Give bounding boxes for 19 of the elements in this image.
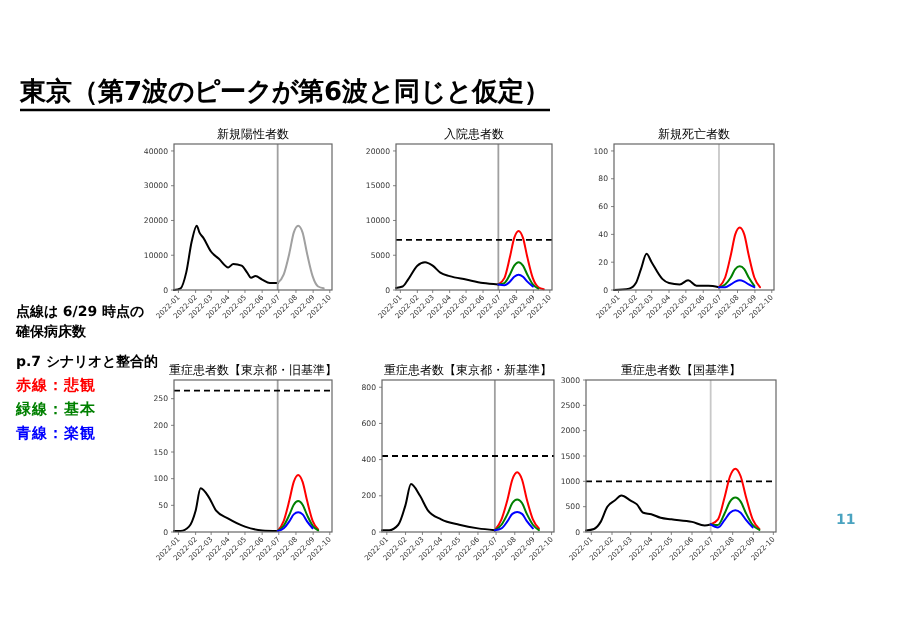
line-series	[276, 473, 320, 532]
line-series	[709, 509, 754, 529]
line-series	[717, 226, 761, 289]
line-series	[381, 483, 496, 532]
line-series	[276, 500, 320, 532]
line-series	[497, 261, 540, 290]
line-series	[493, 498, 540, 532]
line-series	[497, 229, 545, 291]
line-series	[717, 265, 756, 289]
line-series	[395, 261, 500, 289]
line-series	[276, 511, 314, 532]
text: 東京（第7波のピークが第6波と同じと仮定）	[18, 76, 551, 108]
line-series	[173, 224, 279, 291]
line-series	[585, 494, 712, 532]
line-series	[709, 496, 761, 531]
line-series	[493, 471, 540, 532]
line-series	[493, 511, 534, 532]
line-series	[709, 467, 761, 530]
line-series	[173, 487, 279, 532]
